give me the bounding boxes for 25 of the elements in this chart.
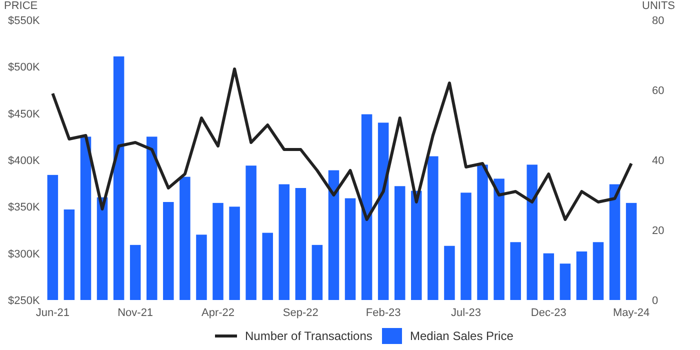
y2-axis-title: UNITS — [642, 0, 675, 12]
x-tick-label: Jul-23 — [451, 307, 481, 319]
x-tick-label: Sep-22 — [282, 307, 318, 319]
y-tick-label: $300K — [8, 248, 40, 260]
legend-label: Number of Transactions — [245, 329, 372, 343]
x-tick-label: Apr-22 — [201, 307, 235, 319]
x-tick-label: Dec-23 — [530, 307, 566, 319]
y-axis-title: PRICE — [4, 0, 38, 12]
y2-tick-label: 80 — [652, 15, 664, 27]
y-tick-label: $250K — [8, 295, 40, 307]
y2-tick-label: 0 — [652, 295, 658, 307]
y-tick-label: $400K — [8, 155, 40, 167]
y2-tick-label: 20 — [652, 225, 664, 237]
y-tick-label: $500K — [8, 62, 40, 74]
y2-tick-label: 60 — [652, 85, 664, 97]
legend-label: Median Sales Price — [410, 329, 514, 343]
line-series — [51, 68, 633, 221]
x-tick-label: Jun-21 — [36, 307, 70, 319]
y-tick-label: $350K — [8, 202, 40, 214]
x-tick-label: May-24 — [612, 307, 650, 319]
y-tick-label: $450K — [8, 108, 40, 120]
y-tick-label: $550K — [8, 15, 40, 27]
x-tick-label: Nov-21 — [118, 307, 154, 319]
x-tick-label: Feb-23 — [366, 307, 401, 319]
y2-tick-label: 40 — [652, 155, 664, 167]
